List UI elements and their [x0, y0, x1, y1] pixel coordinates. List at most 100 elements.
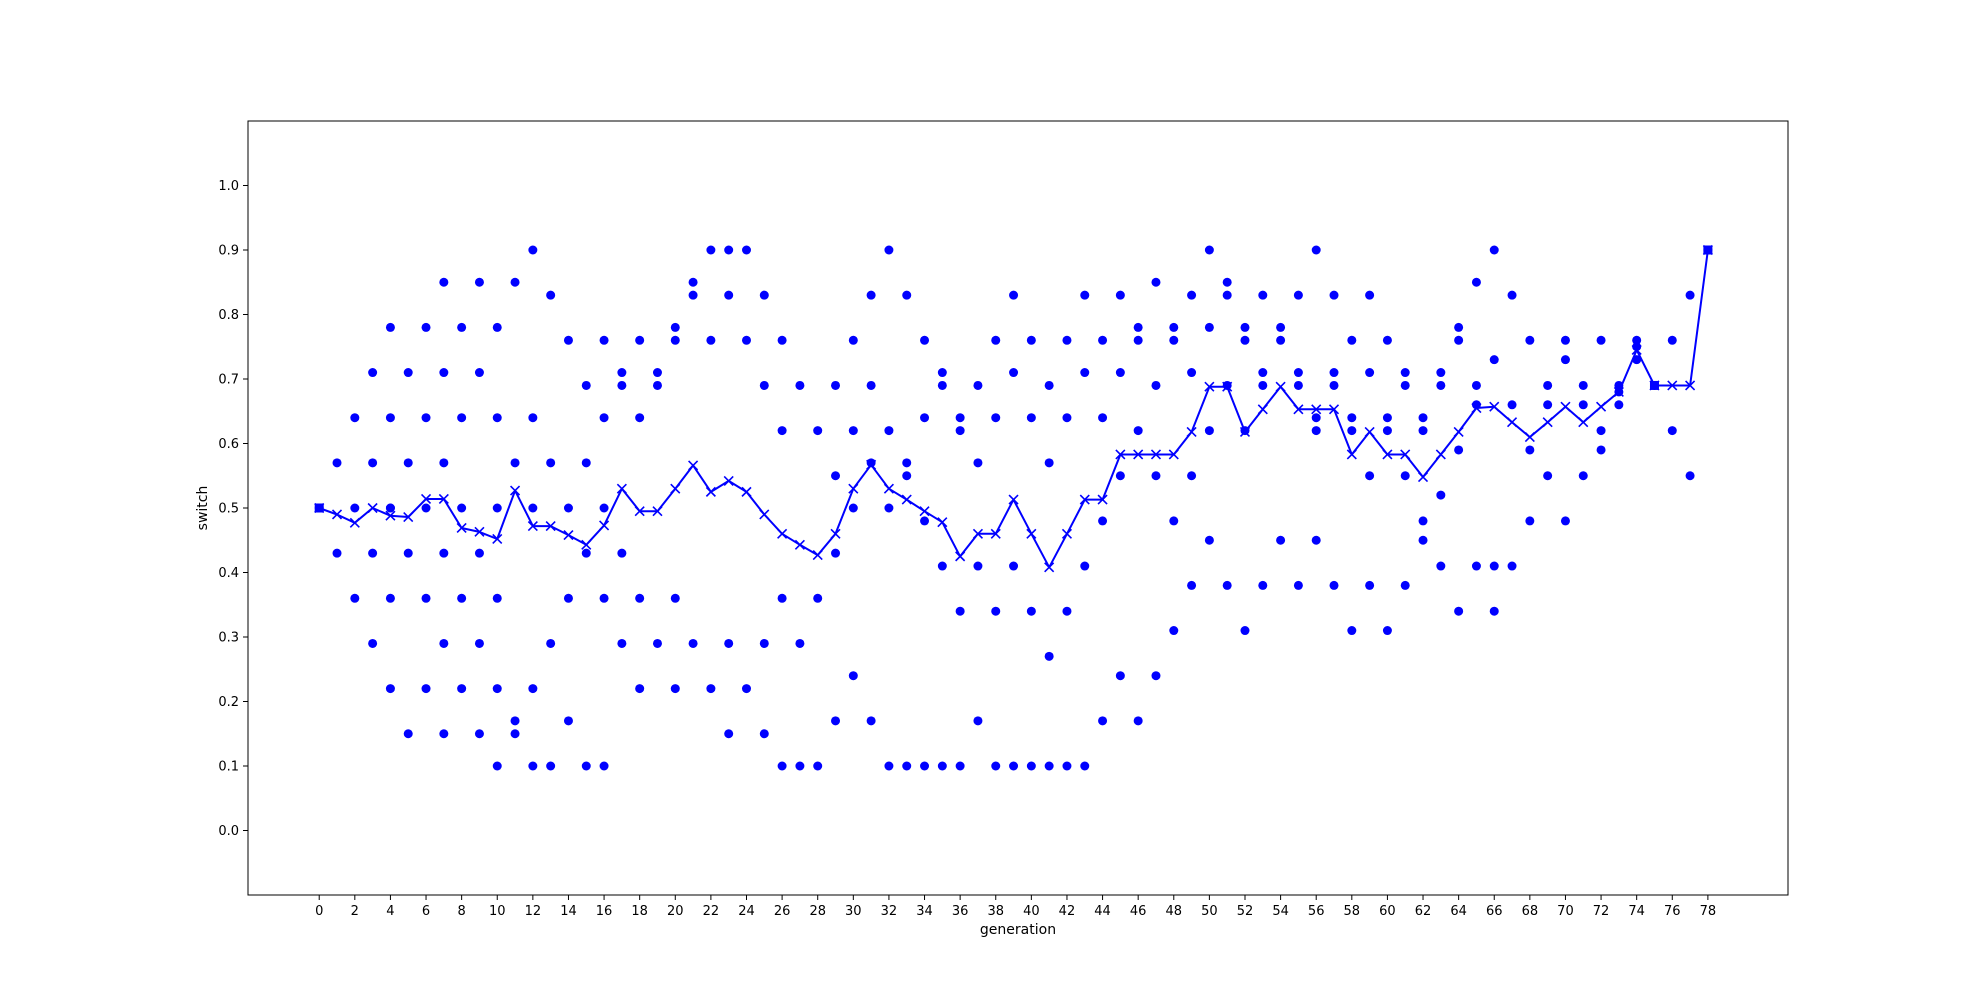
scatter-point	[724, 638, 734, 648]
scatter-point	[421, 503, 431, 513]
mean-marker	[901, 494, 912, 505]
scatter-point	[973, 458, 983, 468]
scatter-point	[1418, 413, 1428, 423]
scatter-point	[1009, 290, 1019, 300]
scatter-point	[563, 335, 573, 345]
scatter-point	[1418, 535, 1428, 545]
scatter-point	[1365, 368, 1375, 378]
x-tick-label: 8	[458, 904, 466, 919]
mean-marker	[1097, 494, 1108, 505]
scatter-point	[1436, 368, 1446, 378]
scatter-point	[1685, 471, 1695, 481]
mean-marker	[474, 526, 485, 537]
scatter-point	[474, 277, 484, 287]
scatter-point	[902, 761, 912, 771]
mean-marker	[1061, 528, 1073, 539]
y-tick-label: 0.5	[218, 502, 239, 517]
scatter-point	[1489, 355, 1499, 365]
scatter-point	[635, 335, 645, 345]
x-tick-label: 36	[952, 904, 969, 919]
scatter-point	[1098, 716, 1108, 726]
scatter-point	[1418, 516, 1428, 526]
mean-marker	[438, 493, 449, 505]
scatter-point	[439, 729, 449, 739]
mean-marker	[1115, 449, 1126, 460]
scatter-point	[1044, 458, 1054, 468]
x-tick-label: 60	[1379, 904, 1396, 919]
scatter-point	[866, 380, 876, 390]
scatter-point	[741, 684, 751, 694]
scatter-point	[492, 593, 502, 603]
scatter-point	[902, 471, 912, 481]
scatter-point	[1400, 580, 1410, 590]
scatter-point	[510, 277, 520, 287]
scatter-point	[1365, 580, 1375, 590]
scatter-point	[813, 761, 823, 771]
y-tick-label: 0.3	[218, 631, 239, 646]
scatter-point	[457, 593, 467, 603]
mean-marker	[1222, 381, 1233, 392]
scatter-point	[403, 458, 413, 468]
scatter-point	[439, 548, 449, 558]
scatter-point	[1382, 626, 1392, 636]
scatter-point	[581, 380, 591, 390]
mean-marker	[1257, 404, 1268, 415]
mean-marker	[794, 539, 805, 550]
x-tick-label: 38	[987, 904, 1004, 919]
x-tick-label: 4	[386, 904, 394, 919]
mean-marker	[1435, 449, 1446, 460]
mean-marker	[1560, 401, 1571, 412]
scatter-point	[991, 335, 1001, 345]
scatter-point	[1596, 335, 1606, 345]
scatter-point	[403, 729, 413, 739]
scatter-point	[546, 761, 556, 771]
scatter-point	[1596, 426, 1606, 436]
x-tick-label: 24	[738, 904, 755, 919]
scatter-point	[385, 413, 395, 423]
mean-marker	[812, 550, 823, 561]
x-axis-label: generation	[980, 922, 1056, 938]
scatter-point	[1133, 426, 1143, 436]
scatter-point	[1080, 368, 1090, 378]
scatter-point	[1293, 290, 1303, 300]
scatter-point	[492, 413, 502, 423]
scatter-point	[973, 716, 983, 726]
mean-marker	[634, 506, 645, 517]
scatter-point	[1222, 277, 1232, 287]
scatter-point	[510, 458, 520, 468]
scatter-point	[670, 335, 680, 345]
scatter-point	[1454, 335, 1464, 345]
scatter-point	[1187, 290, 1197, 300]
scatter-point	[1080, 290, 1090, 300]
mean-marker	[972, 528, 984, 539]
scatter-point	[350, 503, 360, 513]
scatter-point	[1187, 368, 1197, 378]
scatter-point	[492, 322, 502, 332]
scatter-point	[1044, 761, 1054, 771]
scatter-point	[581, 761, 591, 771]
scatter-point	[1347, 413, 1357, 423]
x-tick-label: 6	[422, 904, 430, 919]
mean-marker	[385, 510, 396, 521]
scatter-point	[1525, 516, 1535, 526]
scatter-point	[332, 458, 342, 468]
scatter-point	[1454, 445, 1464, 455]
x-tick-label: 22	[703, 904, 720, 919]
mean-marker	[527, 520, 538, 532]
scatter-point	[1311, 426, 1321, 436]
scatter-point	[581, 458, 591, 468]
x-tick-label: 18	[631, 904, 648, 919]
scatter-point	[403, 368, 413, 378]
scatter-point	[1133, 335, 1143, 345]
mean-marker	[1150, 449, 1162, 460]
scatter-point	[1062, 761, 1072, 771]
scatter-point	[1382, 413, 1392, 423]
scatter-point	[1026, 413, 1036, 423]
scatter-point	[563, 503, 573, 513]
scatter-point	[546, 638, 556, 648]
x-tick-label: 74	[1628, 904, 1645, 919]
mean-marker	[1685, 380, 1696, 391]
x-tick-label: 48	[1166, 904, 1183, 919]
scatter-point	[831, 380, 841, 390]
scatter-point	[1632, 335, 1642, 345]
